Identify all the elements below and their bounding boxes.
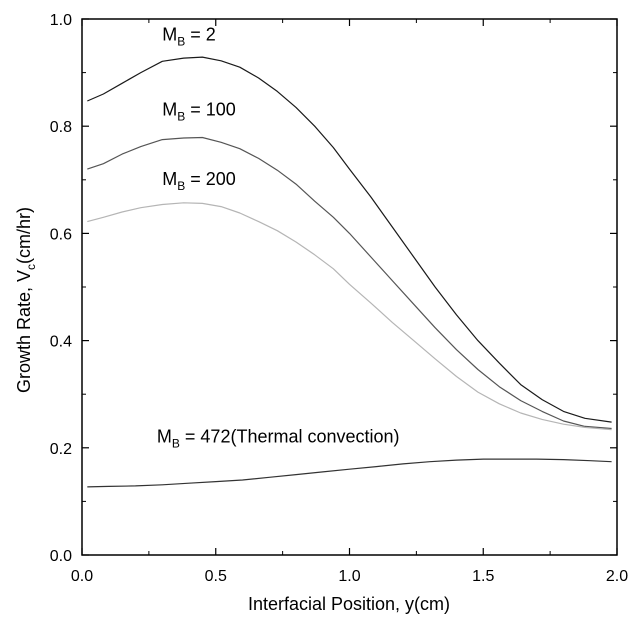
y-axis-title-sub: c (24, 264, 38, 270)
curve-label-tail: = 472(Thermal convection) (180, 426, 400, 446)
curve-label-main: M (162, 99, 177, 119)
x-tick-label: 2.0 (606, 568, 628, 585)
y-tick-label: 1.0 (50, 12, 72, 29)
x-tick-label: 1.5 (472, 568, 494, 585)
series-lines (87, 56, 612, 488)
curve-label-main: M (162, 24, 177, 44)
x-tick-label: 1.0 (338, 568, 360, 585)
x-axis-title: Interfacial Position, y(cm) (248, 594, 450, 614)
curve-label-tail: = 2 (185, 24, 216, 44)
series-line-1 (87, 56, 612, 423)
curve-label-sub: B (177, 34, 185, 48)
curve-label-tail: = 200 (185, 169, 236, 189)
y-tick-label: 0.0 (50, 548, 72, 565)
curve-label-main: M (157, 426, 172, 446)
axis-ticks: 0.0 0.5 1.0 1.5 2.0 0.0 0.2 0.4 0.6 0.8 1.0 (50, 12, 628, 585)
series-line-2 (87, 136, 612, 430)
curve-label-sub: B (177, 109, 185, 123)
curve-label-3: MB = 200 (162, 169, 236, 193)
x-tick-label: 0.0 (71, 568, 93, 585)
curve-label-sub: B (172, 436, 180, 450)
series-line-3 (87, 202, 612, 431)
curve-label-1: MB = 2 (162, 24, 216, 48)
curve-label-tail: = 100 (185, 99, 236, 119)
y-tick-label: 0.6 (50, 226, 72, 243)
curve-label-4: MB = 472(Thermal convection) (157, 426, 400, 450)
y-tick-label: 0.2 (50, 441, 72, 458)
x-tick-label: 0.5 (205, 568, 227, 585)
curve-label-2: MB = 100 (162, 99, 236, 123)
y-axis-title-tail: (cm/hr) (14, 207, 34, 264)
y-axis-title: Growth Rate, Vc(cm/hr) (14, 207, 38, 393)
curve-label-sub: B (177, 179, 185, 193)
series-line-4 (87, 458, 612, 488)
y-tick-label: 0.8 (50, 119, 72, 136)
y-axis-title-main: Growth Rate, V (14, 270, 34, 393)
curve-label-main: M (162, 169, 177, 189)
y-tick-label: 0.4 (50, 334, 72, 351)
